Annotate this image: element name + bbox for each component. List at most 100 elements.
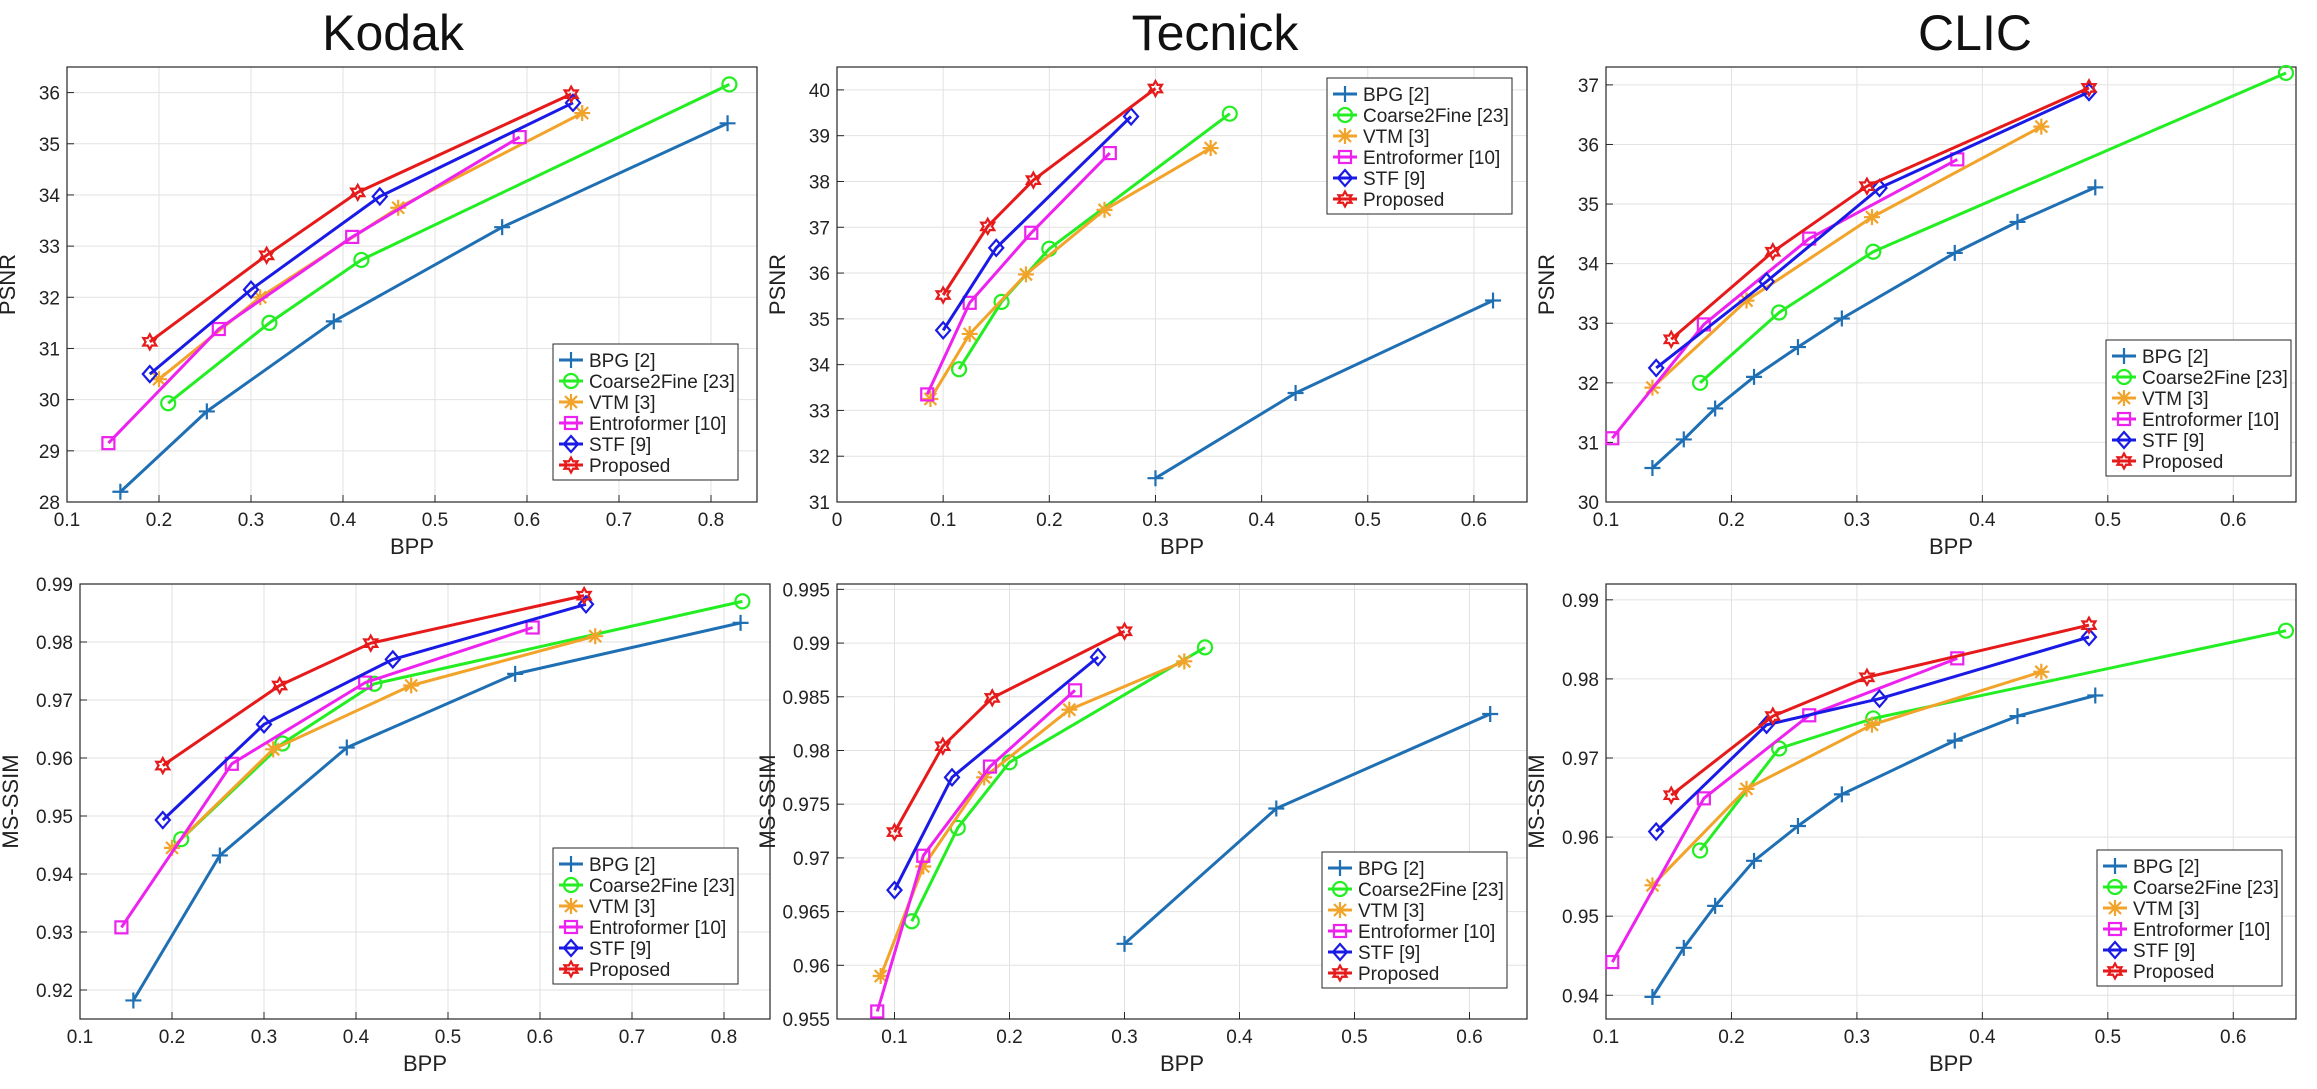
legend: BPG [2]Coarse2Fine [23]VTM [3]Entroforme… [552, 343, 739, 481]
data-point [224, 756, 239, 771]
data-point [1647, 358, 1665, 378]
x-tick-label: 0.2 [1036, 510, 1062, 531]
x-tick-label: 0 [832, 510, 843, 531]
data-point [1102, 145, 1117, 161]
x-axis-label: BPP [1160, 1051, 1204, 1076]
data-point [265, 741, 282, 758]
y-tick-label: 40 [809, 81, 830, 102]
legend-label: Proposed [589, 456, 670, 477]
chart-panel: 0.1 0.2 0.3 0.4 0.5 0.6 0.94 0.95 0.96 0.97 0.98 0.… [1524, 583, 2297, 1076]
data-point [154, 810, 172, 830]
data-point [1644, 988, 1661, 1005]
legend-label: BPG [2] [589, 855, 656, 876]
y-tick-label: 0.98 [793, 741, 830, 762]
legend-label: STF [9] [2142, 431, 2204, 452]
legend-label: VTM [3] [2142, 389, 2209, 410]
data-point [1758, 271, 1776, 292]
legend-marker [2115, 368, 2133, 386]
x-tick-label: 0.5 [422, 510, 448, 531]
data-point [886, 822, 903, 842]
series-proposed [1662, 615, 2098, 805]
data-point [1067, 683, 1083, 698]
data-point [1789, 818, 1806, 835]
data-point [366, 675, 383, 692]
data-point [1196, 639, 1214, 656]
data-point [242, 279, 260, 300]
data-point [1707, 400, 1724, 417]
series-entroformer-10 [870, 683, 1083, 1019]
data-point [261, 314, 278, 331]
legend-label: VTM [3] [1363, 127, 1430, 148]
y-tick-label: 0.99 [36, 575, 73, 596]
data-point [1146, 78, 1164, 99]
series-line [161, 602, 587, 822]
series-coarse2fine-23 [1691, 64, 2295, 391]
legend-label: Coarse2Fine [23] [1363, 106, 1509, 127]
y-tick-label: 0.99 [1562, 591, 1599, 612]
data-point [125, 992, 142, 1009]
series-bpg-2 [125, 614, 749, 1009]
y-tick-label: 35 [809, 310, 830, 331]
data-point [151, 371, 167, 388]
data-point [979, 216, 997, 237]
y-tick-label: 38 [809, 172, 830, 193]
data-point [1746, 852, 1763, 869]
data-point [211, 321, 226, 337]
y-tick-label: 0.95 [1562, 907, 1599, 928]
data-point [962, 295, 977, 310]
series-line [1651, 125, 2043, 389]
x-tick-label: 0.7 [606, 510, 632, 531]
data-point [1833, 786, 1850, 803]
y-axis-label: PSNR [765, 254, 790, 315]
data-point [1096, 201, 1113, 218]
series-bpg-2 [1147, 292, 1502, 487]
x-tick-label: 0.5 [435, 1027, 461, 1048]
legend-entry: Proposed [2112, 451, 2223, 473]
data-point [154, 755, 172, 776]
y-tick-label: 36 [809, 264, 830, 285]
x-axis-label: BPP [403, 1051, 447, 1076]
data-point [2277, 622, 2295, 639]
data-point [1605, 431, 1620, 446]
data-point [1696, 791, 1711, 806]
data-point [1675, 431, 1692, 448]
data-point [211, 847, 228, 864]
y-tick-label: 0.94 [36, 865, 73, 886]
legend-entry: VTM [3] [2112, 389, 2209, 410]
x-tick-label: 0.8 [711, 1027, 737, 1048]
legend-label: Proposed [1363, 190, 1444, 211]
series-line [1698, 629, 2287, 852]
series-proposed [154, 585, 593, 776]
data-point [950, 361, 968, 378]
x-tick-label: 0.3 [251, 1027, 277, 1048]
data-point [362, 633, 380, 653]
legend-label: STF [9] [2133, 941, 2195, 962]
series-entroformer-10 [101, 130, 527, 451]
data-point [916, 848, 931, 863]
x-tick-label: 0.2 [1718, 1027, 1744, 1048]
chart-panels: 0.1 0.2 0.3 0.4 0.5 0.6 0.7 0.8 28 29 30 31 32 33 34 35… [0, 64, 2297, 1076]
series-stf-9 [154, 594, 595, 830]
data-point [507, 665, 524, 682]
data-point [1871, 689, 1888, 709]
x-tick-label: 0.5 [2095, 1027, 2121, 1048]
chart-panel: 0 0.1 0.2 0.3 0.4 0.5 0.6 31 32 33 34 35 36 37 38 39 40 B… [765, 66, 1528, 559]
data-point [141, 332, 159, 352]
legend-marker [2106, 961, 2124, 981]
y-tick-label: 0.965 [782, 903, 830, 924]
legend-label: Coarse2Fine [23] [589, 876, 735, 897]
x-tick-label: 0.1 [1593, 510, 1619, 531]
y-axis-label: MS-SSIM [755, 754, 780, 848]
y-tick-label: 28 [39, 493, 60, 514]
data-point [1644, 460, 1661, 477]
legend-marker [563, 898, 579, 914]
data-point [1147, 470, 1164, 487]
data-point [1482, 705, 1499, 722]
series-line [925, 152, 1111, 396]
legend: BPG [2]Coarse2Fine [23]VTM [3]Entroforme… [552, 847, 739, 985]
series-line [1655, 635, 2090, 833]
data-point [164, 839, 180, 856]
data-point [1691, 842, 1709, 859]
